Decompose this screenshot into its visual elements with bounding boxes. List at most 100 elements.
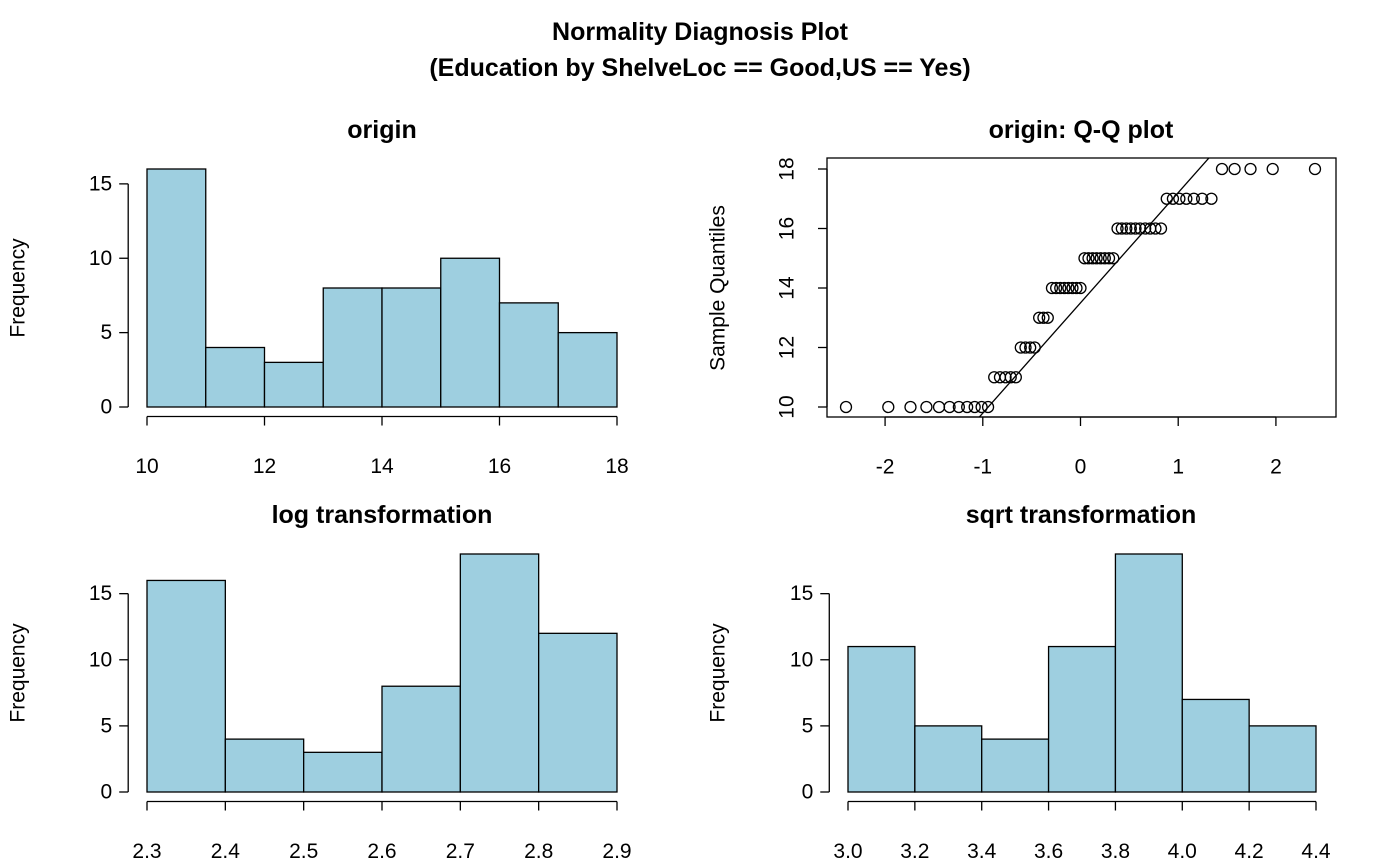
y-tick-label: 15 <box>89 582 112 605</box>
qq-point <box>1045 281 1059 295</box>
qq-point <box>1086 252 1099 265</box>
qq-point <box>952 400 966 414</box>
y-tick-label: 0 <box>101 781 113 804</box>
y-axis-label: Frequency <box>7 238 30 338</box>
y-tick-label: 16 <box>776 217 799 240</box>
x-tick-label: 12 <box>253 455 276 478</box>
qq-point <box>932 400 946 414</box>
x-tick-label: 3.8 <box>1101 840 1130 863</box>
y-axis-label: Frequency <box>707 623 730 723</box>
histogram-bar <box>1248 725 1317 793</box>
qq-point <box>904 400 917 414</box>
qq-point <box>1090 252 1103 265</box>
qq-point <box>839 400 853 414</box>
histogram-bar <box>914 725 983 793</box>
y-tick-label: 15 <box>790 582 813 605</box>
x-tick-label: 16 <box>488 455 511 478</box>
x-tick-label: 2.4 <box>211 840 241 863</box>
x-tick-label: 2.9 <box>602 840 631 863</box>
qq-point <box>961 400 974 414</box>
qq-point <box>1129 222 1142 235</box>
qq-point <box>1244 162 1257 176</box>
panel-title: sqrt transformation <box>966 501 1197 529</box>
x-tick-label: 4.2 <box>1235 840 1264 863</box>
qq-point <box>1074 281 1087 295</box>
qq-point <box>981 400 995 414</box>
qq-point <box>1098 252 1111 265</box>
qq-point <box>1134 222 1147 235</box>
x-tick-label: 2.8 <box>524 840 553 863</box>
histogram-bar <box>205 346 266 408</box>
histogram-bar <box>981 738 1050 793</box>
x-tick-label: 2.6 <box>367 840 396 863</box>
y-tick-label: 14 <box>776 276 799 300</box>
x-tick-label: 4.4 <box>1301 840 1331 863</box>
qq-point <box>999 371 1012 384</box>
histogram-bar <box>847 645 916 793</box>
x-tick-label: 0 <box>1075 456 1087 479</box>
qq-point <box>1066 281 1079 295</box>
qq-point <box>1082 252 1095 265</box>
histogram-bar <box>224 738 305 793</box>
qq-point <box>1139 222 1152 235</box>
histogram-bar <box>498 302 559 408</box>
y-tick-label: 5 <box>101 321 113 344</box>
x-tick-label: 2.5 <box>289 840 318 863</box>
qq-point <box>1062 281 1075 295</box>
histogram-bar <box>381 685 461 793</box>
x-tick-label: 3.2 <box>900 840 929 863</box>
qq-point <box>1102 252 1116 265</box>
qq-point <box>1050 281 1063 295</box>
histogram-bar <box>557 331 618 408</box>
qq-point <box>1070 281 1083 295</box>
histogram-bar <box>1181 698 1250 793</box>
plot-box <box>826 157 1337 418</box>
histogram-bar <box>146 168 207 408</box>
histogram-bar <box>263 361 324 408</box>
qq-point <box>1009 371 1022 384</box>
histogram-bar <box>459 553 540 793</box>
histogram-bar <box>303 751 383 793</box>
qq-point <box>1160 192 1173 205</box>
qq-point <box>1308 162 1322 176</box>
y-tick-label: 10 <box>89 648 112 671</box>
qq-point <box>1173 192 1186 205</box>
histogram-bar <box>381 287 442 408</box>
y-tick-label: 10 <box>89 247 112 270</box>
y-tick-label: 5 <box>802 714 814 737</box>
y-tick-label: 5 <box>101 714 113 737</box>
qq-point <box>1205 192 1218 205</box>
qq-point <box>1228 162 1241 176</box>
y-tick-label: 10 <box>790 648 813 671</box>
x-tick-label: 4.0 <box>1168 840 1197 863</box>
qq-point <box>920 400 933 414</box>
y-tick-label: 18 <box>776 157 799 180</box>
qq-point <box>1004 371 1017 384</box>
histogram-bar <box>538 632 618 793</box>
figure-title: Normality Diagnosis Plot <box>552 18 849 46</box>
y-axis-label: Frequency <box>7 623 30 723</box>
qq-point <box>1041 311 1054 324</box>
qq-point <box>1058 281 1071 295</box>
qq-point <box>1024 341 1037 354</box>
figure-subtitle: (Education by ShelveLoc == Good,US == Ye… <box>429 54 970 82</box>
qq-point <box>1124 222 1137 235</box>
panel-title: origin: Q-Q plot <box>989 116 1174 144</box>
x-tick-label: 10 <box>135 455 158 478</box>
qq-point <box>882 400 895 414</box>
qq-point <box>1028 341 1041 354</box>
qq-point <box>1078 252 1091 265</box>
histogram-bar <box>440 257 501 408</box>
qq-point <box>1054 281 1067 295</box>
qq-point <box>1014 341 1027 354</box>
qq-point <box>968 400 981 414</box>
qq-point <box>1094 252 1107 265</box>
qq-point <box>1154 222 1168 235</box>
qq-point <box>1215 162 1229 176</box>
panel-title: origin <box>347 116 416 144</box>
qq-point <box>1111 222 1124 235</box>
qq-point <box>943 400 956 414</box>
qq-point <box>1107 252 1120 265</box>
y-tick-label: 0 <box>101 396 113 419</box>
